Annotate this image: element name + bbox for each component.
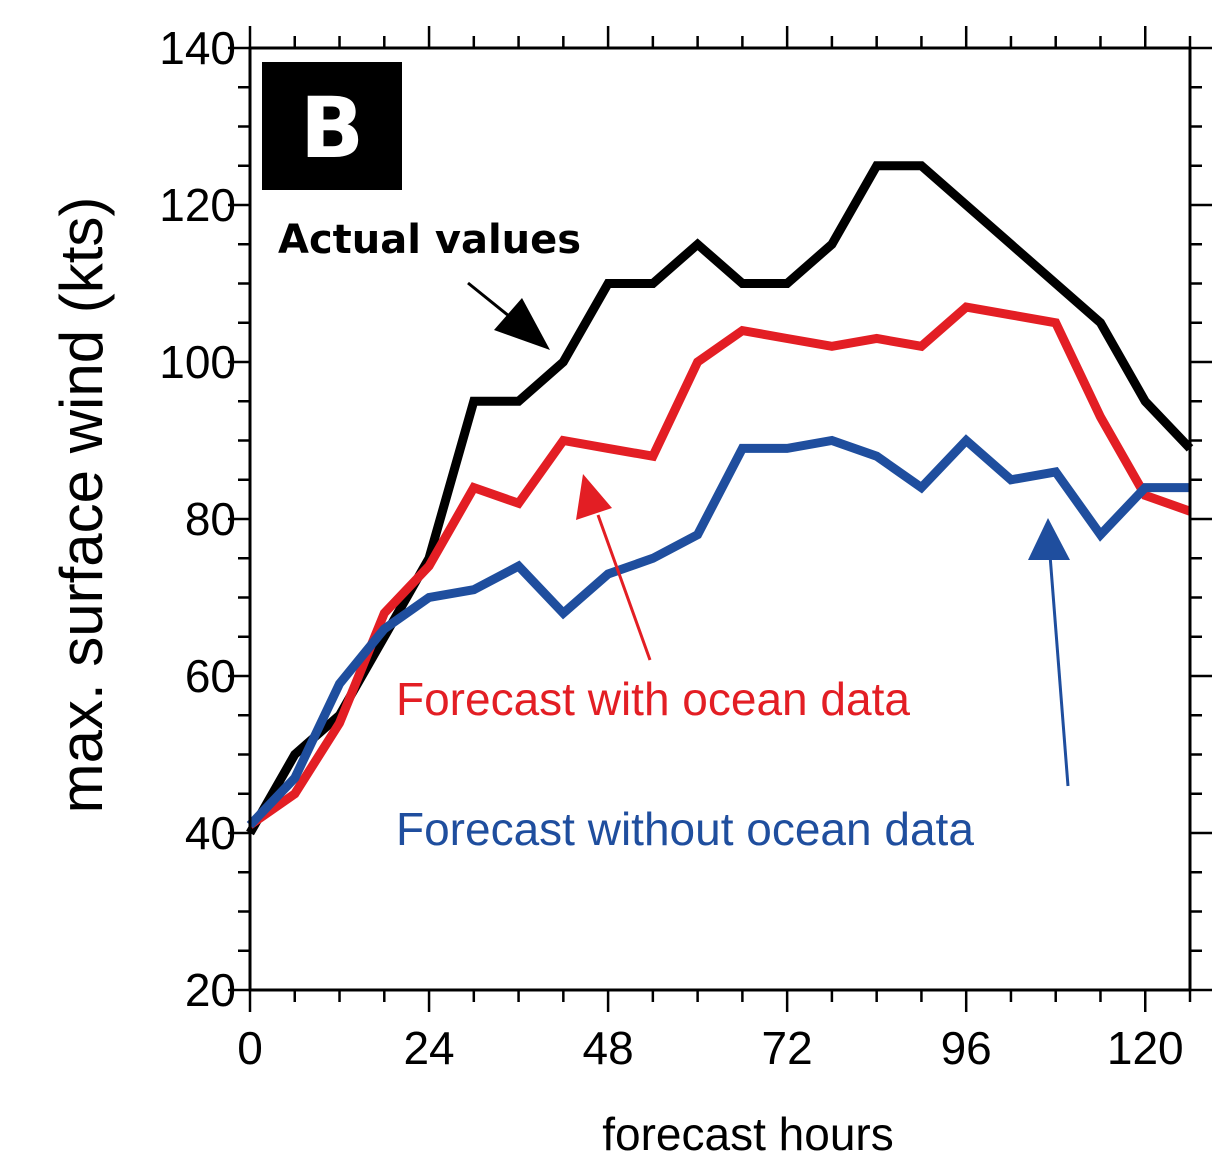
tick-labels-layer: 0 24 48 72 96 120 20 40 60 80 100 120 140 bbox=[159, 22, 1183, 1074]
series-line-without_ocean bbox=[246, 434, 1190, 829]
x-tick-label: 24 bbox=[403, 1022, 454, 1074]
panel-label-box bbox=[262, 62, 402, 190]
annotation-with-ocean-arrowhead bbox=[576, 474, 612, 520]
x-tick-label: 48 bbox=[583, 1022, 634, 1074]
y-tick-label: 60 bbox=[185, 650, 236, 702]
y-tick-label: 100 bbox=[159, 336, 236, 388]
y-tick-label: 120 bbox=[159, 179, 236, 231]
annotation-without-ocean-arrow-shaft bbox=[1048, 554, 1070, 787]
annotation-with-ocean-arrow-shaft bbox=[596, 514, 652, 661]
y-tick-label: 140 bbox=[159, 22, 236, 74]
annotation-without-ocean-arrowhead bbox=[1028, 518, 1070, 560]
annotation-with-ocean: Forecast with ocean data bbox=[396, 673, 910, 725]
x-tick-label: 120 bbox=[1107, 1022, 1184, 1074]
ticks-layer bbox=[228, 26, 1212, 1012]
series-line-with_ocean bbox=[247, 302, 1192, 829]
x-tick-label: 96 bbox=[941, 1022, 992, 1074]
y-tick-label: 40 bbox=[185, 807, 236, 859]
plot-frame bbox=[248, 46, 1192, 992]
annotation-actual-arrowhead bbox=[494, 298, 550, 350]
y-axis-title: max. surface wind (kts) bbox=[48, 197, 115, 814]
x-axis-title: forecast hours bbox=[602, 1108, 893, 1154]
panel-label: B bbox=[300, 79, 364, 177]
x-tick-label: 72 bbox=[762, 1022, 813, 1074]
series-line-actual bbox=[246, 161, 1194, 836]
x-tick-label: 0 bbox=[237, 1022, 263, 1074]
series-layer bbox=[246, 161, 1194, 836]
annotation-actual-values: Actual values bbox=[278, 217, 581, 263]
y-tick-label: 20 bbox=[185, 964, 236, 1016]
annotation-without-ocean: Forecast without ocean data bbox=[396, 803, 974, 855]
y-tick-label: 80 bbox=[185, 493, 236, 545]
